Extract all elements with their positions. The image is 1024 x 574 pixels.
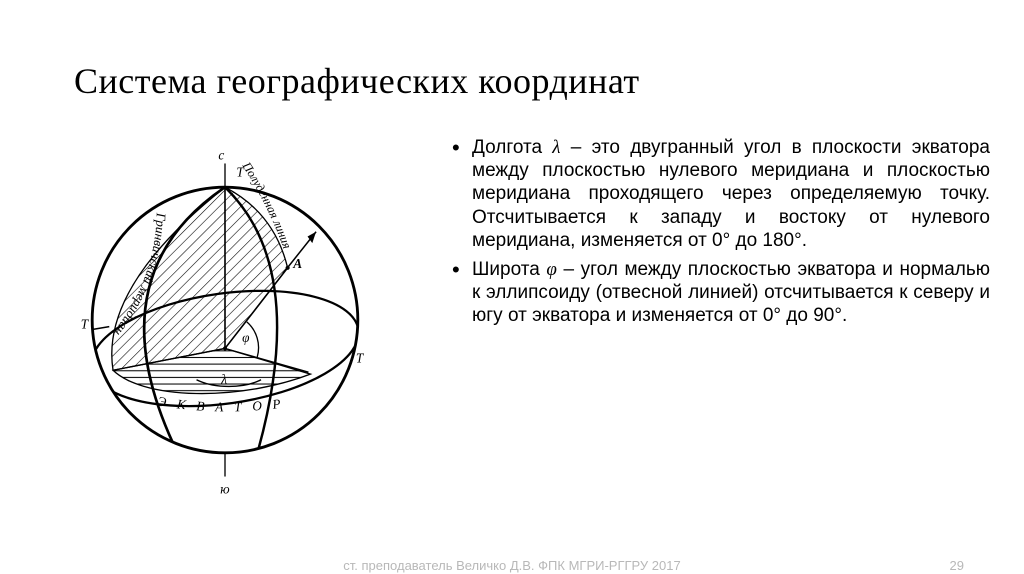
lambda-label: λ — [220, 372, 227, 387]
page-number: 29 — [950, 558, 964, 573]
phi-label: φ — [242, 330, 249, 345]
bullet-latitude: Широта φ – угол между плоскостью экватор… — [450, 258, 990, 328]
t-right-label: Т — [356, 351, 365, 366]
b1-lead: Долгота — [472, 137, 552, 158]
phi-symbol: φ — [546, 259, 557, 280]
a-point — [286, 266, 290, 270]
diagram-pane: Гринвичский меридиан Полуденная линия Э … — [0, 130, 450, 510]
south-label: ю — [220, 482, 229, 497]
north-label: с — [218, 148, 224, 163]
content-row: Гринвичский меридиан Полуденная линия Э … — [0, 130, 1024, 520]
bullet-longitude: Долгота λ – это двугранный угол в плоско… — [450, 136, 990, 252]
t-left-label: Т — [81, 317, 90, 332]
lambda-symbol: λ — [552, 137, 560, 158]
point-a-label: А — [292, 256, 302, 271]
slide-title: Система географических координат — [74, 60, 640, 102]
b2-lead: Широта — [472, 259, 546, 280]
footer-credit: ст. преподаватель Величко Д.В. ФПК МГРИ-… — [0, 558, 1024, 573]
globe-diagram: Гринвичский меридиан Полуденная линия Э … — [45, 135, 405, 505]
center-point — [223, 346, 227, 350]
text-pane: Долгота λ – это двугранный угол в плоско… — [450, 130, 990, 520]
